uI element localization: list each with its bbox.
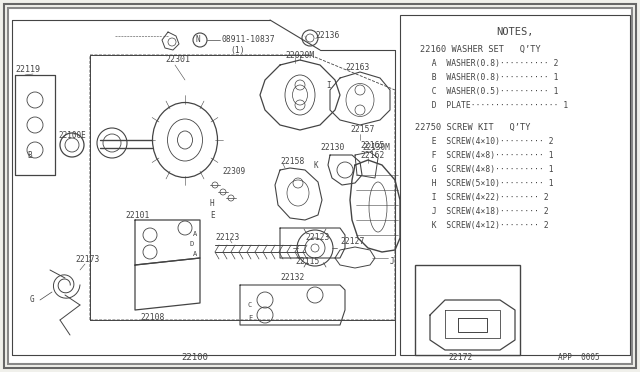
FancyBboxPatch shape: [400, 15, 630, 355]
Text: H  SCREW(5×10)········· 1: H SCREW(5×10)········· 1: [422, 179, 554, 188]
Text: (1): (1): [230, 45, 244, 55]
Text: 22115: 22115: [295, 257, 319, 266]
Text: 22130: 22130: [320, 144, 344, 153]
Text: 22108: 22108: [140, 314, 164, 323]
Text: 22158: 22158: [280, 157, 305, 167]
Text: G  SCREW(4×8)·········· 1: G SCREW(4×8)·········· 1: [422, 165, 554, 174]
Text: E  SCREW(4×10)········· 2: E SCREW(4×10)········· 2: [422, 137, 554, 146]
Text: E: E: [210, 211, 214, 219]
Text: 22163: 22163: [345, 64, 369, 73]
Text: 08911-10837: 08911-10837: [222, 35, 276, 45]
Text: 22101: 22101: [125, 211, 149, 219]
Text: D  PLATE·················· 1: D PLATE·················· 1: [422, 101, 568, 110]
Text: J  SCREW(4×18)········ 2: J SCREW(4×18)········ 2: [422, 207, 548, 216]
Text: B  WASHER(0.8)·········· 1: B WASHER(0.8)·········· 1: [422, 73, 559, 82]
Text: 22123: 22123: [305, 234, 330, 243]
Text: 22165: 22165: [360, 141, 385, 150]
Text: 22172: 22172: [448, 353, 472, 362]
Text: F: F: [248, 315, 252, 321]
Text: N: N: [196, 35, 200, 45]
Text: 22173: 22173: [75, 256, 99, 264]
Text: 22301: 22301: [165, 55, 190, 64]
FancyBboxPatch shape: [415, 265, 520, 355]
Text: C: C: [248, 302, 252, 308]
Text: A  WASHER(0.8)·········· 2: A WASHER(0.8)·········· 2: [422, 59, 559, 68]
Text: 22119: 22119: [15, 65, 40, 74]
Text: 22750 SCREW KIT   Q’TY: 22750 SCREW KIT Q’TY: [415, 123, 531, 132]
Text: F  SCREW(4×8)·········· 1: F SCREW(4×8)·········· 1: [422, 151, 554, 160]
Text: 22020M: 22020M: [285, 51, 314, 60]
Text: 22127: 22127: [340, 237, 364, 247]
Text: B: B: [27, 151, 31, 160]
Text: 22309: 22309: [222, 167, 245, 176]
Text: APP  0005: APP 0005: [558, 353, 600, 362]
Text: 22123: 22123: [215, 234, 239, 243]
Text: J: J: [390, 257, 395, 266]
Text: D: D: [190, 241, 195, 247]
Text: 22100: 22100: [182, 353, 209, 362]
Text: 22160 WASHER SET   Q’TY: 22160 WASHER SET Q’TY: [420, 45, 541, 54]
Text: K  SCREW(4×12)········ 2: K SCREW(4×12)········ 2: [422, 221, 548, 230]
Text: G: G: [30, 295, 35, 305]
Text: NOTES,: NOTES,: [496, 27, 534, 37]
Text: I  SCREW(4×22)········ 2: I SCREW(4×22)········ 2: [422, 193, 548, 202]
Text: 22132: 22132: [280, 273, 305, 282]
Text: C  WASHER(0.5)·········· 1: C WASHER(0.5)·········· 1: [422, 87, 559, 96]
Text: K: K: [313, 160, 317, 170]
Text: 22157: 22157: [350, 125, 374, 135]
Text: H: H: [210, 199, 214, 208]
Text: A: A: [193, 251, 197, 257]
Text: 22100E: 22100E: [58, 131, 86, 140]
Text: I: I: [326, 81, 331, 90]
Text: 22162: 22162: [360, 151, 385, 160]
Text: 22136: 22136: [315, 31, 339, 39]
FancyBboxPatch shape: [8, 8, 632, 364]
Text: A: A: [193, 231, 197, 237]
Text: 22130M: 22130M: [362, 144, 390, 153]
